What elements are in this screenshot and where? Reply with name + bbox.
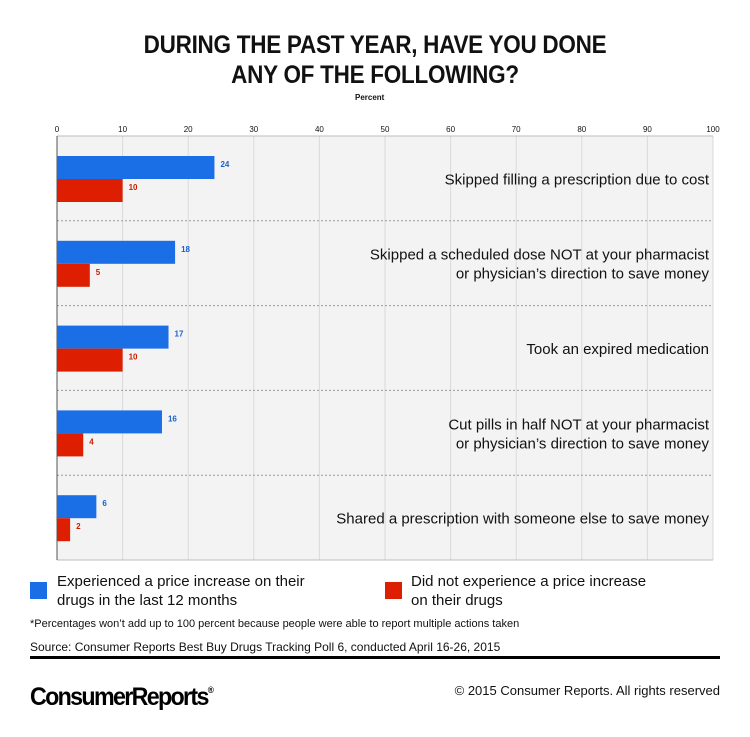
x-tick-label-100: 100 xyxy=(706,125,720,134)
bar-no-price-increase-0 xyxy=(57,179,123,202)
data-label-price-increase-1: 18 xyxy=(181,245,190,254)
x-tick-label-50: 50 xyxy=(381,125,390,134)
bar-no-price-increase-2 xyxy=(57,348,123,372)
title-line-1: DURING THE PAST YEAR, HAVE YOU DONE xyxy=(143,31,607,59)
consumer-reports-logo: ConsumerReports® xyxy=(30,683,214,711)
legend-swatch-price-increase xyxy=(30,582,47,599)
data-label-no-price-increase-0: 10 xyxy=(129,183,138,192)
data-label-no-price-increase-4: 2 xyxy=(76,522,81,531)
x-tick-label-30: 30 xyxy=(249,125,258,134)
x-tick-label-90: 90 xyxy=(643,125,652,134)
x-tick-label-70: 70 xyxy=(512,125,521,134)
data-label-no-price-increase-1: 5 xyxy=(96,268,101,277)
x-tick-label-60: 60 xyxy=(446,125,455,134)
footnote: *Percentages won’t add up to 100 percent… xyxy=(30,618,520,630)
bar-price-increase-1 xyxy=(57,240,176,264)
bar-no-price-increase-3 xyxy=(57,433,84,457)
category-label-1-1: or physician’s direction to save money xyxy=(456,266,710,283)
x-tick-label-80: 80 xyxy=(577,125,586,134)
category-label-1-0: Skipped a scheduled dose NOT at your pha… xyxy=(370,247,710,264)
source-note: Source: Consumer Reports Best Buy Drugs … xyxy=(30,640,501,654)
x-tick-label-10: 10 xyxy=(118,125,127,134)
bar-price-increase-2 xyxy=(57,325,169,349)
category-label-2-0: Took an expired medication xyxy=(526,341,709,358)
category-label-4-0: Shared a prescription with someone else … xyxy=(336,511,709,528)
legend-label-no-price-increase: Did not experience a price increase on th… xyxy=(411,573,647,609)
bar-price-increase-3 xyxy=(57,410,162,434)
legend-swatch-no-price-increase xyxy=(385,582,402,599)
x-axis-label: Percent xyxy=(355,93,385,102)
category-label-3-1: or physician’s direction to save money xyxy=(456,435,710,452)
x-tick-label-0: 0 xyxy=(55,125,60,134)
bar-no-price-increase-4 xyxy=(57,518,71,542)
x-tick-label-20: 20 xyxy=(184,125,193,134)
data-label-price-increase-0: 24 xyxy=(220,160,229,169)
bar-price-increase-4 xyxy=(57,495,97,519)
data-label-no-price-increase-3: 4 xyxy=(89,437,94,446)
bar-price-increase-0 xyxy=(57,156,215,179)
chart-title: DURING THE PAST YEAR, HAVE YOU DONE ANY … xyxy=(38,30,713,90)
x-tick-label-40: 40 xyxy=(315,125,324,134)
divider xyxy=(30,656,720,659)
category-label-3-0: Cut pills in half NOT at your pharmacist xyxy=(448,416,709,433)
category-label-0-0: Skipped filling a prescription due to co… xyxy=(445,171,710,188)
bar-no-price-increase-1 xyxy=(57,263,90,287)
title-line-2: ANY OF THE FOLLOWING? xyxy=(231,61,519,89)
data-label-price-increase-2: 17 xyxy=(175,330,184,339)
copyright: © 2015 Consumer Reports. All rights rese… xyxy=(454,683,720,698)
data-label-price-increase-4: 6 xyxy=(102,499,107,508)
data-label-no-price-increase-2: 10 xyxy=(129,353,138,362)
data-label-price-increase-3: 16 xyxy=(168,414,177,423)
legend-label-price-increase: Experienced a price increase on their dru… xyxy=(57,573,305,609)
